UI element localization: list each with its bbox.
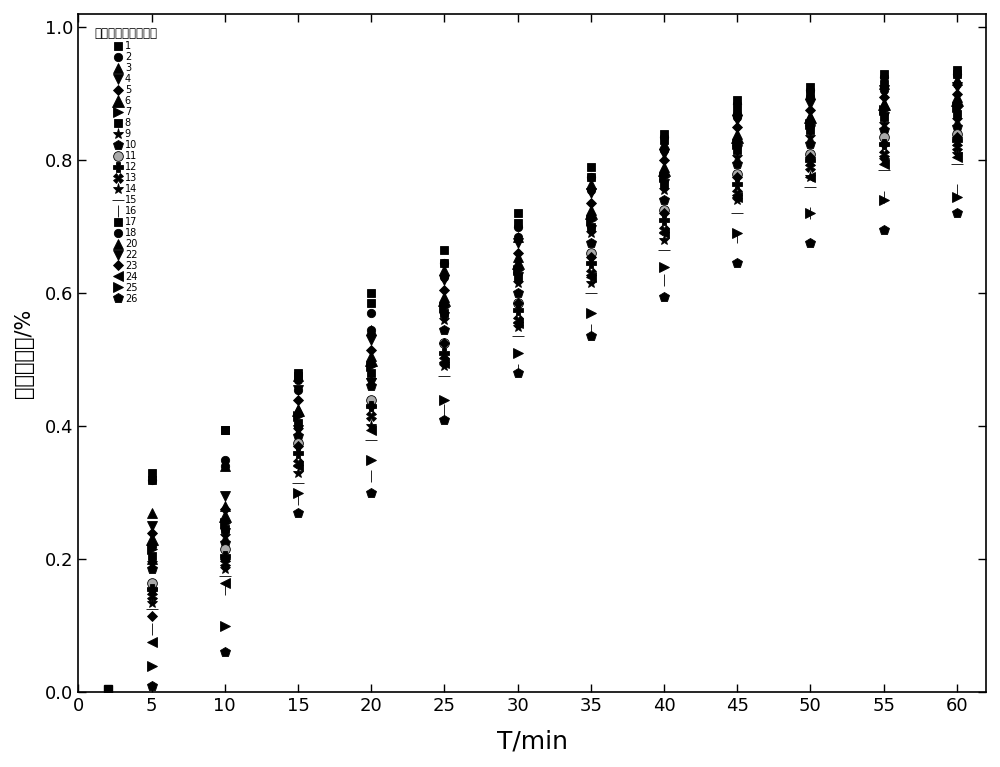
X-axis label: T/min: T/min (497, 729, 568, 753)
Legend: 1, 2, 3, 4, 5, 6, 7, 8, 9, 10, 11, 12, 13, 14, 15, 16, 17, 18, 20, 22, 23, 24, 2: 1, 2, 3, 4, 5, 6, 7, 8, 9, 10, 11, 12, 1… (92, 25, 159, 306)
Y-axis label: 甲醛去除率/%: 甲醛去除率/% (14, 308, 34, 398)
